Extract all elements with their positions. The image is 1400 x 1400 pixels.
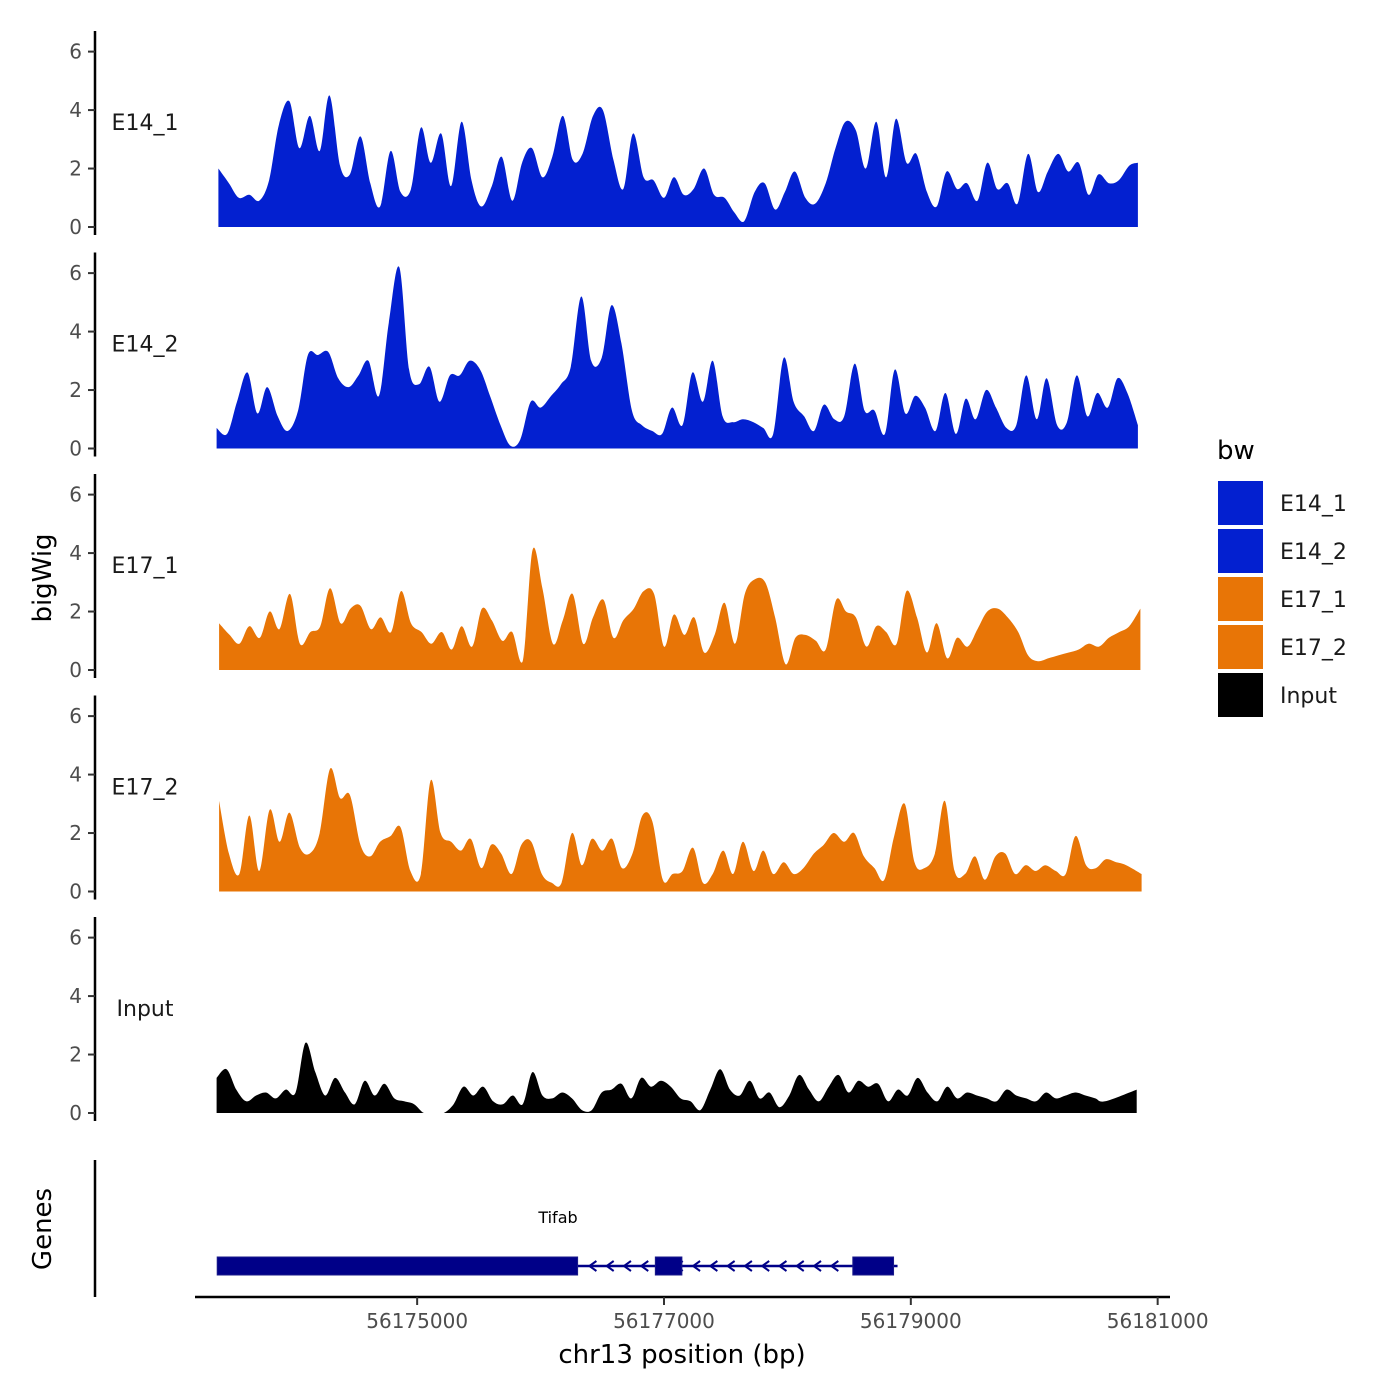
legend-label: E14_2 bbox=[1280, 540, 1347, 565]
y-tick-label: 4 bbox=[69, 984, 82, 1008]
track-label: E14_2 bbox=[112, 332, 179, 357]
track-e14-1: 0 2 4 6 E14_1 bbox=[69, 31, 1138, 239]
y-tick-label: 6 bbox=[69, 261, 82, 285]
legend-item-e17-1: E17_1 bbox=[1218, 577, 1347, 621]
y-tick-label: 2 bbox=[69, 378, 82, 402]
y-tick-label: 4 bbox=[69, 763, 82, 787]
legend-swatch bbox=[1218, 529, 1263, 573]
x-axis: 56175000 56177000 56179000 56181000 bbox=[195, 1295, 1209, 1333]
x-tick-label: 56179000 bbox=[860, 1309, 962, 1333]
y-tick-label: 2 bbox=[69, 157, 82, 181]
y-axis-title: bigWig bbox=[28, 533, 58, 622]
signal-area bbox=[218, 95, 1138, 227]
gene-exon bbox=[654, 1256, 683, 1276]
y-tick-label: 2 bbox=[69, 821, 82, 845]
legend-item-e14-1: E14_1 bbox=[1218, 481, 1347, 525]
gene-exon bbox=[852, 1256, 895, 1276]
y-tick-label: 0 bbox=[69, 437, 82, 461]
y-tick-label: 6 bbox=[69, 704, 82, 728]
strand-arrow bbox=[604, 1260, 615, 1272]
strand-arrow bbox=[622, 1260, 632, 1272]
strand-arrow bbox=[639, 1260, 649, 1272]
legend-item-e17-2: E17_2 bbox=[1218, 625, 1347, 669]
y-tick-label: 4 bbox=[69, 541, 82, 565]
track-e17-2: 0 2 4 6 E17_2 bbox=[69, 695, 1142, 904]
genes-axis-title: Genes bbox=[28, 1188, 58, 1270]
gene-model: Tifab bbox=[216, 1208, 898, 1276]
signal-area bbox=[219, 767, 1142, 892]
legend-label: Input bbox=[1280, 684, 1337, 709]
legend: bw E14_1 E14_2 E17_1 E17_2 Input bbox=[1217, 436, 1347, 717]
legend-title: bw bbox=[1217, 436, 1255, 466]
track-e14-2: 0 2 4 6 E14_2 bbox=[69, 252, 1138, 461]
legend-item-e14-2: E14_2 bbox=[1218, 529, 1347, 573]
y-tick-label: 4 bbox=[69, 320, 82, 344]
signal-area bbox=[216, 266, 1138, 449]
strand-arrow bbox=[725, 1260, 736, 1272]
y-tick-label: 0 bbox=[69, 658, 82, 682]
signal-tracks: 0 2 4 6 E14_1 0 2 4 6 E14_2 0 2 4 6 E17_1 0 2 4 6 E17_2 0 2 4 6… bbox=[69, 31, 1142, 1125]
legend-label: E17_2 bbox=[1280, 636, 1347, 661]
strand-arrow bbox=[708, 1260, 718, 1272]
signal-area bbox=[219, 547, 1141, 670]
y-tick-label: 6 bbox=[69, 40, 82, 64]
y-tick-label: 2 bbox=[69, 1043, 82, 1067]
strand-arrow bbox=[691, 1260, 701, 1272]
strand-arrow bbox=[587, 1260, 597, 1272]
legend-item-input: Input bbox=[1218, 673, 1337, 717]
y-tick-label: 0 bbox=[69, 215, 82, 239]
strand-arrow bbox=[777, 1260, 788, 1272]
legend-swatch bbox=[1218, 625, 1263, 669]
strand-arrow bbox=[812, 1260, 822, 1272]
strand-arrow bbox=[760, 1260, 770, 1272]
strand-arrow bbox=[743, 1260, 753, 1272]
x-axis-title: chr13 position (bp) bbox=[558, 1340, 805, 1370]
track-label: E17_2 bbox=[112, 775, 179, 800]
gene-exon bbox=[216, 1256, 579, 1276]
x-tick-label: 56181000 bbox=[1107, 1309, 1209, 1333]
genes-track: Tifab bbox=[93, 1160, 898, 1297]
y-tick-label: 6 bbox=[69, 483, 82, 507]
y-tick-label: 2 bbox=[69, 600, 82, 624]
strand-arrow bbox=[829, 1260, 839, 1272]
strand-arrow bbox=[795, 1260, 805, 1272]
track-label: E14_1 bbox=[112, 111, 179, 136]
track-label: Input bbox=[117, 997, 174, 1022]
track-e17-1: 0 2 4 6 E17_1 bbox=[69, 474, 1141, 682]
track-label: E17_1 bbox=[112, 554, 179, 579]
legend-swatch bbox=[1218, 481, 1263, 525]
legend-label: E14_1 bbox=[1280, 492, 1347, 517]
x-tick-label: 56177000 bbox=[613, 1309, 715, 1333]
legend-label: E17_1 bbox=[1280, 588, 1347, 613]
legend-swatch bbox=[1218, 577, 1263, 621]
gene-name-label: Tifab bbox=[537, 1208, 577, 1227]
x-tick-label: 56175000 bbox=[366, 1309, 468, 1333]
y-tick-label: 0 bbox=[69, 880, 82, 904]
signal-area bbox=[216, 1042, 1137, 1113]
y-tick-label: 4 bbox=[69, 98, 82, 122]
track-input: 0 2 4 6 Input bbox=[69, 917, 1137, 1125]
y-tick-label: 0 bbox=[69, 1101, 82, 1125]
y-tick-label: 6 bbox=[69, 926, 82, 950]
legend-swatch bbox=[1218, 673, 1263, 717]
